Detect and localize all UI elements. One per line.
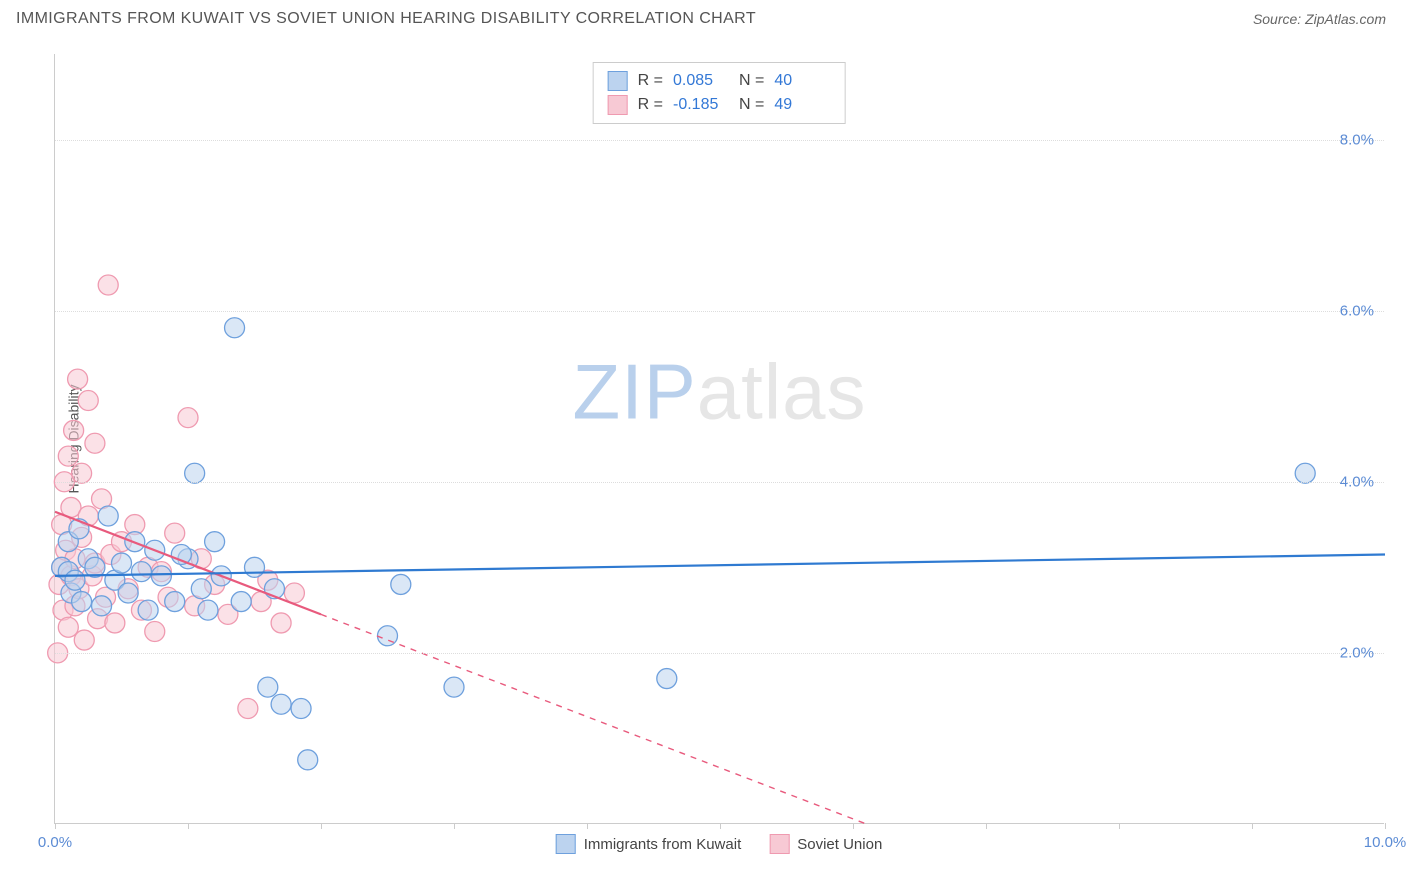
x-tick	[55, 823, 56, 829]
kuwait-point	[72, 592, 92, 612]
stats-box: R = 0.085 N = 40 R = -0.185 N = 49	[593, 62, 846, 124]
kuwait-point	[65, 570, 85, 590]
kuwait-point	[165, 592, 185, 612]
kuwait-point	[151, 566, 171, 586]
kuwait-point	[391, 574, 411, 594]
stats-r-value: -0.185	[673, 96, 729, 114]
legend-item: Soviet Union	[769, 834, 882, 854]
source-name: ZipAtlas.com	[1305, 11, 1386, 27]
x-tick	[454, 823, 455, 829]
soviet-point	[284, 583, 304, 603]
soviet-point	[58, 446, 78, 466]
x-tick	[986, 823, 987, 829]
soviet-point	[58, 617, 78, 637]
bottom-legend: Immigrants from Kuwait Soviet Union	[556, 834, 883, 854]
kuwait-point	[444, 677, 464, 697]
kuwait-point	[271, 694, 291, 714]
kuwait-point	[191, 579, 211, 599]
gridline-h	[55, 311, 1384, 312]
x-tick-label: 10.0%	[1364, 834, 1406, 851]
plot-svg	[55, 54, 1384, 823]
soviet-point	[165, 523, 185, 543]
x-tick	[188, 823, 189, 829]
kuwait-point	[258, 677, 278, 697]
soviet-point	[85, 433, 105, 453]
x-tick	[853, 823, 854, 829]
kuwait-point	[92, 596, 112, 616]
legend-label: Soviet Union	[797, 836, 882, 853]
soviet-point	[145, 622, 165, 642]
stats-r-label: R =	[638, 72, 663, 90]
gridline-h	[55, 482, 1384, 483]
soviet-point	[238, 699, 258, 719]
kuwait-point	[657, 669, 677, 689]
legend-swatch	[556, 834, 576, 854]
chart-container: Hearing Disability ZIPatlas 2.0%4.0%6.0%…	[54, 54, 1384, 824]
gridline-h	[55, 653, 1384, 654]
soviet-point	[271, 613, 291, 633]
x-tick	[720, 823, 721, 829]
kuwait-point	[298, 750, 318, 770]
soviet-point	[178, 408, 198, 428]
kuwait-point	[245, 557, 265, 577]
kuwait-point	[98, 506, 118, 526]
soviet-point	[68, 369, 88, 389]
soviet-point	[105, 613, 125, 633]
stats-n-label: N =	[739, 72, 764, 90]
x-tick	[1385, 823, 1386, 829]
stats-n-label: N =	[739, 96, 764, 114]
x-tick	[1119, 823, 1120, 829]
soviet-point	[78, 391, 98, 411]
x-tick	[587, 823, 588, 829]
x-tick	[321, 823, 322, 829]
kuwait-point	[112, 553, 132, 573]
header: IMMIGRANTS FROM KUWAIT VS SOVIET UNION H…	[0, 0, 1406, 28]
stats-n-value: 40	[774, 72, 830, 90]
source-attribution: Source: ZipAtlas.com	[1253, 11, 1386, 27]
gridline-h	[55, 140, 1384, 141]
kuwait-point	[1295, 463, 1315, 483]
soviet-point	[64, 420, 84, 440]
y-tick-label: 2.0%	[1340, 644, 1374, 661]
x-tick-label: 0.0%	[38, 834, 72, 851]
source-prefix: Source:	[1253, 11, 1305, 27]
soviet-point	[72, 463, 92, 483]
y-tick-label: 4.0%	[1340, 473, 1374, 490]
legend-label: Immigrants from Kuwait	[584, 836, 742, 853]
kuwait-point	[231, 592, 251, 612]
kuwait-point	[131, 562, 151, 582]
stats-r-label: R =	[638, 96, 663, 114]
kuwait-point	[118, 583, 138, 603]
stats-r-value: 0.085	[673, 72, 729, 90]
kuwait-point	[225, 318, 245, 338]
plot-area: Hearing Disability ZIPatlas 2.0%4.0%6.0%…	[54, 54, 1384, 824]
kuwait-point	[198, 600, 218, 620]
y-tick-label: 8.0%	[1340, 131, 1374, 148]
soviet-point	[98, 275, 118, 295]
chart-title: IMMIGRANTS FROM KUWAIT VS SOVIET UNION H…	[16, 10, 756, 28]
stats-n-value: 49	[774, 96, 830, 114]
trend-line	[321, 614, 866, 824]
kuwait-point	[138, 600, 158, 620]
legend-item: Immigrants from Kuwait	[556, 834, 742, 854]
kuwait-point	[205, 532, 225, 552]
soviet-point	[74, 630, 94, 650]
kuwait-point	[291, 699, 311, 719]
y-tick-label: 6.0%	[1340, 302, 1374, 319]
stats-row: R = -0.185 N = 49	[608, 93, 831, 117]
legend-swatch	[608, 95, 628, 115]
legend-swatch	[608, 71, 628, 91]
legend-swatch	[769, 834, 789, 854]
kuwait-point	[185, 463, 205, 483]
stats-row: R = 0.085 N = 40	[608, 69, 831, 93]
kuwait-point	[378, 626, 398, 646]
x-tick	[1252, 823, 1253, 829]
